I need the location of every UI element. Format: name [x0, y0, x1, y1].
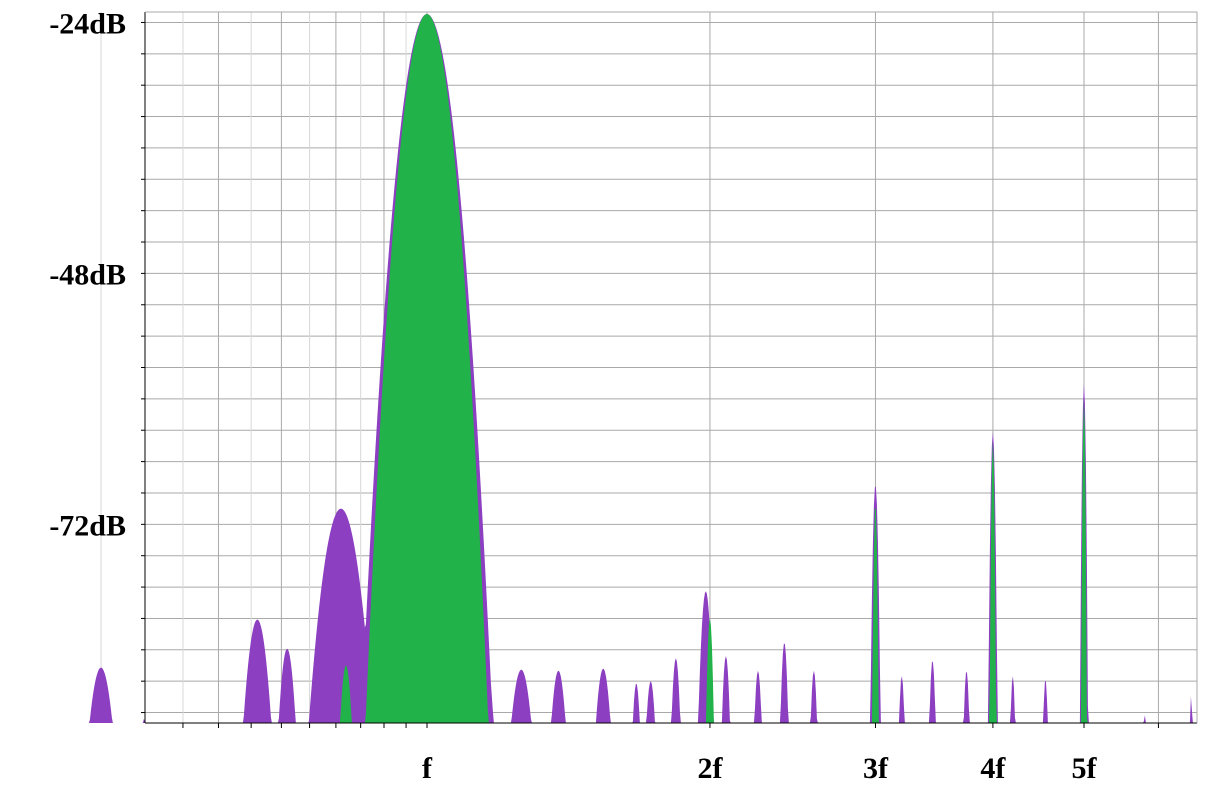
spectrum-areas: [9, 14, 1228, 723]
y-tick-label: -48dB: [49, 258, 126, 291]
x-tick-labels: f 2f 3f 4f 5f: [422, 752, 1098, 785]
x-tick-label: 3f: [863, 752, 889, 785]
x-tick-label: f: [422, 752, 433, 785]
x-tick-label: 2f: [697, 752, 723, 785]
spectrum-area-purple: [9, 14, 1228, 723]
x-tick-label: 5f: [1072, 752, 1098, 785]
spectrum-area-green: [9, 14, 1228, 723]
y-tick-labels: -24dB -48dB -72dB: [49, 7, 126, 542]
x-tick-label: 4f: [980, 752, 1006, 785]
y-tick-label: -72dB: [49, 509, 126, 542]
grid-lines: [100, 12, 1197, 723]
axes: [141, 11, 1198, 728]
y-tick-label: -24dB: [49, 7, 126, 40]
